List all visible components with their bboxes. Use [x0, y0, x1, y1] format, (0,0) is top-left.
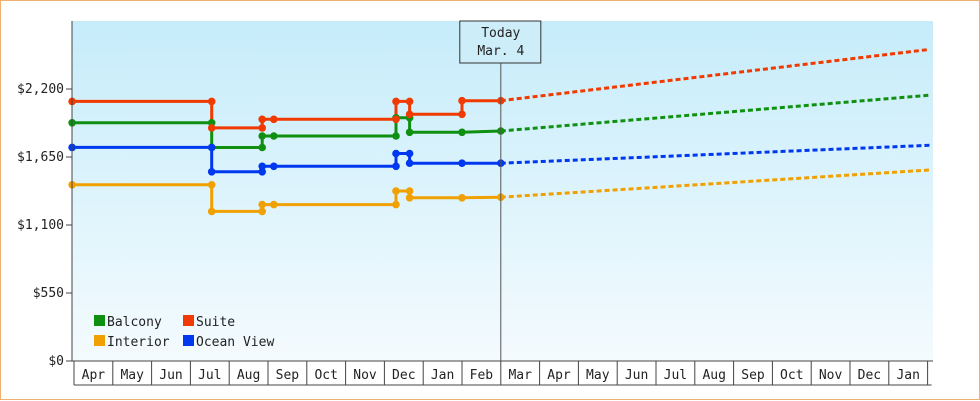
data-point-interior[interactable] — [405, 187, 414, 195]
data-point-ocean-view[interactable] — [207, 143, 216, 152]
data-point-ocean-view[interactable] — [392, 149, 400, 158]
y-tick-label: $1,100 — [17, 218, 64, 233]
data-point-balcony[interactable] — [458, 128, 466, 137]
data-point-ocean-view[interactable] — [405, 149, 414, 158]
data-point-balcony[interactable] — [405, 128, 414, 137]
data-point-interior[interactable] — [258, 207, 267, 216]
data-point-suite[interactable] — [458, 110, 466, 119]
legend-label-balcony: Balcony — [107, 315, 162, 330]
today-label: Today — [481, 26, 520, 41]
legend-swatch-suite — [183, 315, 194, 326]
data-point-ocean-view[interactable] — [258, 168, 267, 176]
x-tick-label: Feb — [470, 368, 494, 383]
x-tick-label: Jan — [431, 368, 454, 383]
data-point-interior[interactable] — [392, 187, 400, 195]
data-point-suite[interactable] — [392, 115, 400, 124]
legend-swatch-interior — [94, 335, 105, 346]
x-tick-label: Jun — [159, 368, 182, 383]
data-point-ocean-view[interactable] — [405, 159, 414, 167]
today-date: Mar. 4 — [477, 44, 524, 59]
plot-background — [72, 21, 933, 361]
data-point-suite[interactable] — [458, 96, 466, 105]
today-callout — [459, 20, 542, 64]
legend-label-interior: Interior — [107, 335, 170, 350]
series-line-interior — [72, 183, 501, 213]
x-tick-label: Sep — [741, 368, 765, 383]
data-point-balcony[interactable] — [258, 143, 267, 152]
data-point-ocean-view[interactable] — [258, 162, 267, 171]
x-tick-label: Dec — [392, 368, 415, 383]
x-tick-label: Jan — [896, 368, 919, 383]
data-point-suite[interactable] — [392, 97, 400, 106]
data-point-suite[interactable] — [405, 110, 414, 119]
x-tick-label: Sep — [276, 368, 300, 383]
data-point-interior[interactable] — [207, 207, 216, 216]
data-point-suite[interactable] — [270, 115, 278, 124]
x-tick-label: Aug — [237, 368, 260, 383]
x-tick-label: May — [586, 368, 610, 383]
legend: Balcony Suite Interior Ocean View — [94, 315, 274, 350]
series-markers — [68, 96, 505, 216]
data-point-ocean-view[interactable] — [207, 168, 216, 176]
series-line-balcony — [72, 116, 501, 149]
data-point-interior[interactable] — [207, 181, 216, 189]
data-point-interior[interactable] — [270, 200, 278, 209]
today-marker: Today Mar. 4 — [459, 20, 542, 361]
data-point-suite[interactable] — [207, 97, 216, 106]
x-tick-label: Nov — [819, 368, 843, 383]
x-axis-ticks: Apr May Jun Jul Aug Sep Oct Nov Dec Jan Feb Mar Apr M… — [73, 361, 929, 385]
data-point-balcony[interactable] — [392, 132, 400, 140]
data-point-suite[interactable] — [405, 97, 414, 106]
x-tick-label: May — [120, 368, 144, 383]
legend-swatch-balcony — [94, 315, 105, 326]
legend-swatch-ocean-view — [183, 335, 194, 346]
y-axis-ticks: $0 $550 $1,100 $1,650 $2,200 — [17, 82, 72, 369]
data-point-interior[interactable] — [405, 194, 414, 202]
data-point-balcony[interactable] — [270, 132, 278, 140]
data-point-balcony[interactable] — [258, 132, 267, 140]
x-tick-label: Oct — [314, 368, 337, 383]
x-tick-label: Jul — [664, 368, 687, 383]
data-point-ocean-view[interactable] — [458, 159, 466, 167]
data-point-ocean-view[interactable] — [270, 162, 278, 171]
legend-label-suite: Suite — [196, 315, 235, 330]
data-point-interior[interactable] — [258, 200, 267, 209]
data-point-ocean-view[interactable] — [392, 162, 400, 171]
x-tick-label: Jun — [625, 368, 648, 383]
axes — [71, 21, 933, 386]
data-point-interior[interactable] — [392, 200, 400, 209]
data-point-suite[interactable] — [258, 124, 267, 132]
x-tick-label: Oct — [780, 368, 803, 383]
x-tick-label: Apr — [82, 368, 106, 383]
data-point-suite[interactable] — [258, 115, 267, 124]
x-tick-label: Aug — [702, 368, 725, 383]
x-tick-label: Nov — [353, 368, 377, 383]
x-tick-label: Apr — [547, 368, 571, 383]
y-tick-label: $550 — [33, 286, 64, 301]
data-point-suite[interactable] — [207, 124, 216, 132]
y-tick-label: $0 — [48, 354, 64, 369]
x-tick-label: Dec — [858, 368, 881, 383]
series-line-ocean-view — [72, 145, 501, 174]
y-tick-label: $2,200 — [17, 82, 64, 97]
y-tick-label: $1,650 — [17, 150, 64, 165]
legend-label-ocean-view: Ocean View — [196, 335, 274, 350]
x-tick-label: Jul — [198, 368, 221, 383]
x-tick-label: Mar — [508, 368, 532, 383]
data-point-interior[interactable] — [458, 194, 466, 202]
